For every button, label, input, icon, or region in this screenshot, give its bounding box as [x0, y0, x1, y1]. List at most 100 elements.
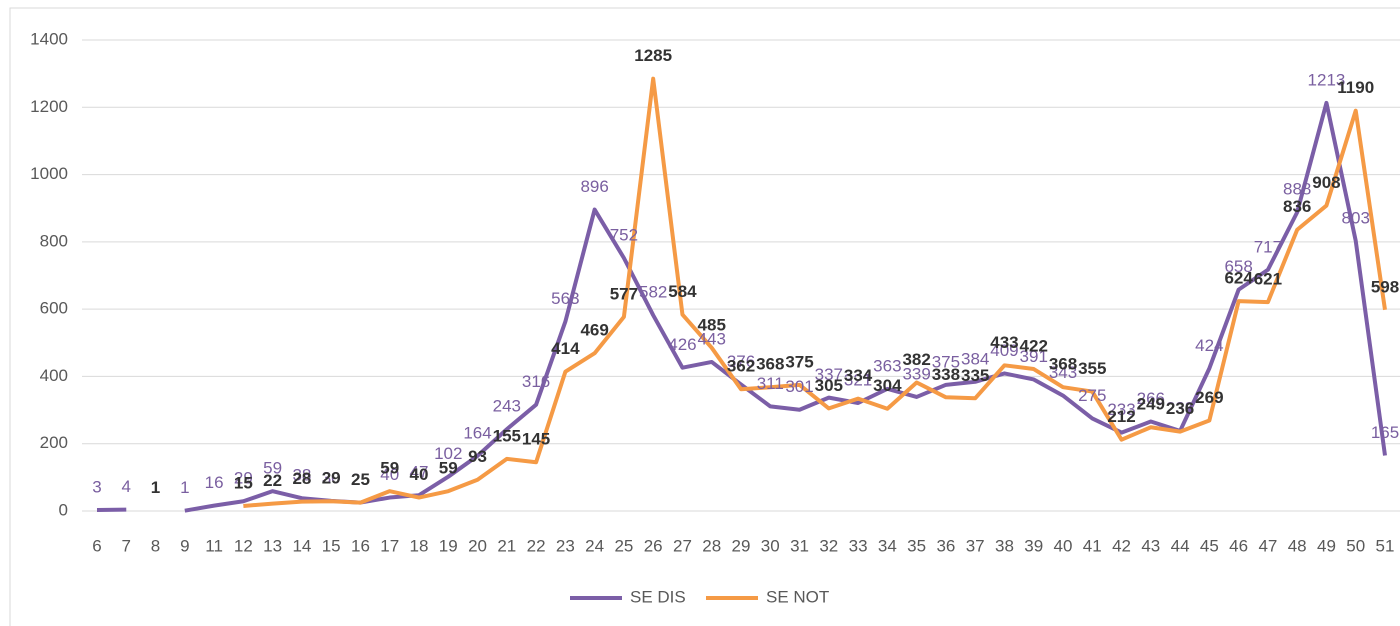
legend-label: SE DIS: [630, 587, 686, 606]
data-label: 40: [380, 465, 399, 484]
data-label: 426: [668, 335, 696, 354]
data-label: 233: [1107, 400, 1135, 419]
data-label: 316: [522, 372, 550, 391]
data-label: 40: [410, 465, 429, 484]
x-tick-label: 48: [1288, 536, 1307, 555]
data-label: 30: [322, 468, 341, 487]
data-label: 3: [92, 477, 101, 496]
data-label: 717: [1254, 237, 1282, 256]
y-tick-label: 600: [40, 299, 68, 318]
x-tick-label: 15: [322, 536, 341, 555]
data-label: 888: [1283, 180, 1311, 199]
x-tick-label: 18: [410, 536, 429, 555]
data-label: 584: [668, 282, 697, 301]
data-label: 22: [263, 471, 282, 490]
legend-label: SE NOT: [766, 587, 829, 606]
data-label: 752: [610, 225, 638, 244]
data-label: 47: [410, 463, 429, 482]
data-label: 301: [785, 377, 813, 396]
data-label: 165: [1371, 423, 1399, 442]
data-label: 29: [322, 469, 341, 488]
data-label: 582: [639, 283, 667, 302]
x-tick-label: 14: [292, 536, 311, 555]
data-label: 164: [463, 423, 491, 442]
data-label: 375: [785, 352, 813, 371]
data-label: 469: [580, 321, 608, 340]
data-label: 249: [1137, 395, 1165, 414]
x-tick-label: 39: [1024, 536, 1043, 555]
data-label: 836: [1283, 197, 1311, 216]
x-tick-label: 31: [790, 536, 809, 555]
x-tick-label: 37: [966, 536, 985, 555]
data-label: 422: [1020, 337, 1048, 356]
data-label: 16: [205, 473, 224, 492]
data-label: 25: [351, 470, 370, 489]
data-label: 424: [1195, 336, 1223, 355]
y-tick-label: 200: [40, 433, 68, 452]
data-label: 355: [1078, 359, 1106, 378]
data-label: 38: [292, 466, 311, 485]
x-tick-label: 17: [380, 536, 399, 555]
data-label: 375: [932, 352, 960, 371]
data-label: 4: [122, 477, 131, 496]
x-tick-label: 26: [644, 536, 663, 555]
x-tick-label: 23: [556, 536, 575, 555]
data-label: 15: [234, 473, 253, 492]
data-label: 382: [902, 350, 930, 369]
x-tick-label: 42: [1112, 536, 1131, 555]
data-label: 384: [961, 349, 989, 368]
data-label: 338: [932, 365, 960, 384]
data-label: 59: [380, 459, 399, 478]
x-tick-label: 46: [1229, 536, 1248, 555]
data-label: 145: [522, 430, 550, 449]
data-label: 29: [234, 469, 253, 488]
data-label: 1: [180, 478, 189, 497]
data-label: 391: [1020, 347, 1048, 366]
data-label: 266: [1137, 389, 1165, 408]
x-tick-label: 28: [702, 536, 721, 555]
x-tick-label: 24: [585, 536, 604, 555]
x-tick-label: 44: [1171, 536, 1190, 555]
y-tick-label: 1200: [30, 97, 68, 116]
y-tick-label: 1000: [30, 164, 68, 183]
x-tick-label: 45: [1200, 536, 1219, 555]
data-label: 269: [1195, 388, 1223, 407]
data-label: 443: [698, 329, 726, 348]
data-label: 311: [757, 374, 784, 393]
y-tick-label: 800: [40, 231, 68, 250]
x-tick-label: 16: [351, 536, 370, 555]
data-label: 598: [1371, 277, 1399, 296]
x-tick-label: 29: [732, 536, 751, 555]
data-label: 321: [844, 370, 872, 389]
data-label: 803: [1342, 208, 1370, 227]
x-tick-label: 36: [936, 536, 955, 555]
data-label: 624: [1224, 269, 1253, 288]
data-label: 337: [815, 365, 843, 384]
x-tick-label: 33: [849, 536, 868, 555]
x-tick-label: 8: [151, 536, 160, 555]
data-label: 376: [727, 352, 755, 371]
x-tick-label: 32: [819, 536, 838, 555]
data-label: 1213: [1308, 70, 1346, 89]
x-tick-label: 30: [761, 536, 780, 555]
series-line: [243, 76, 1387, 508]
data-label: 368: [756, 355, 784, 374]
y-tick-label: 400: [40, 366, 68, 385]
series-line: [96, 100, 1387, 513]
y-tick-label: 0: [59, 500, 68, 519]
data-label: 563: [551, 289, 579, 308]
data-label: 275: [1078, 386, 1106, 405]
data-label: 1190: [1337, 78, 1374, 97]
x-tick-label: 34: [878, 536, 897, 555]
data-label: 343: [1049, 363, 1077, 382]
x-tick-label: 22: [527, 536, 546, 555]
x-tick-label: 47: [1258, 536, 1277, 555]
x-tick-label: 49: [1317, 536, 1336, 555]
x-tick-label: 6: [92, 536, 101, 555]
y-tick-label: 1400: [30, 29, 68, 48]
data-label: 409: [990, 341, 1018, 360]
data-label: 305: [815, 376, 843, 395]
data-label: 363: [873, 356, 901, 375]
data-label: 25: [351, 470, 370, 489]
